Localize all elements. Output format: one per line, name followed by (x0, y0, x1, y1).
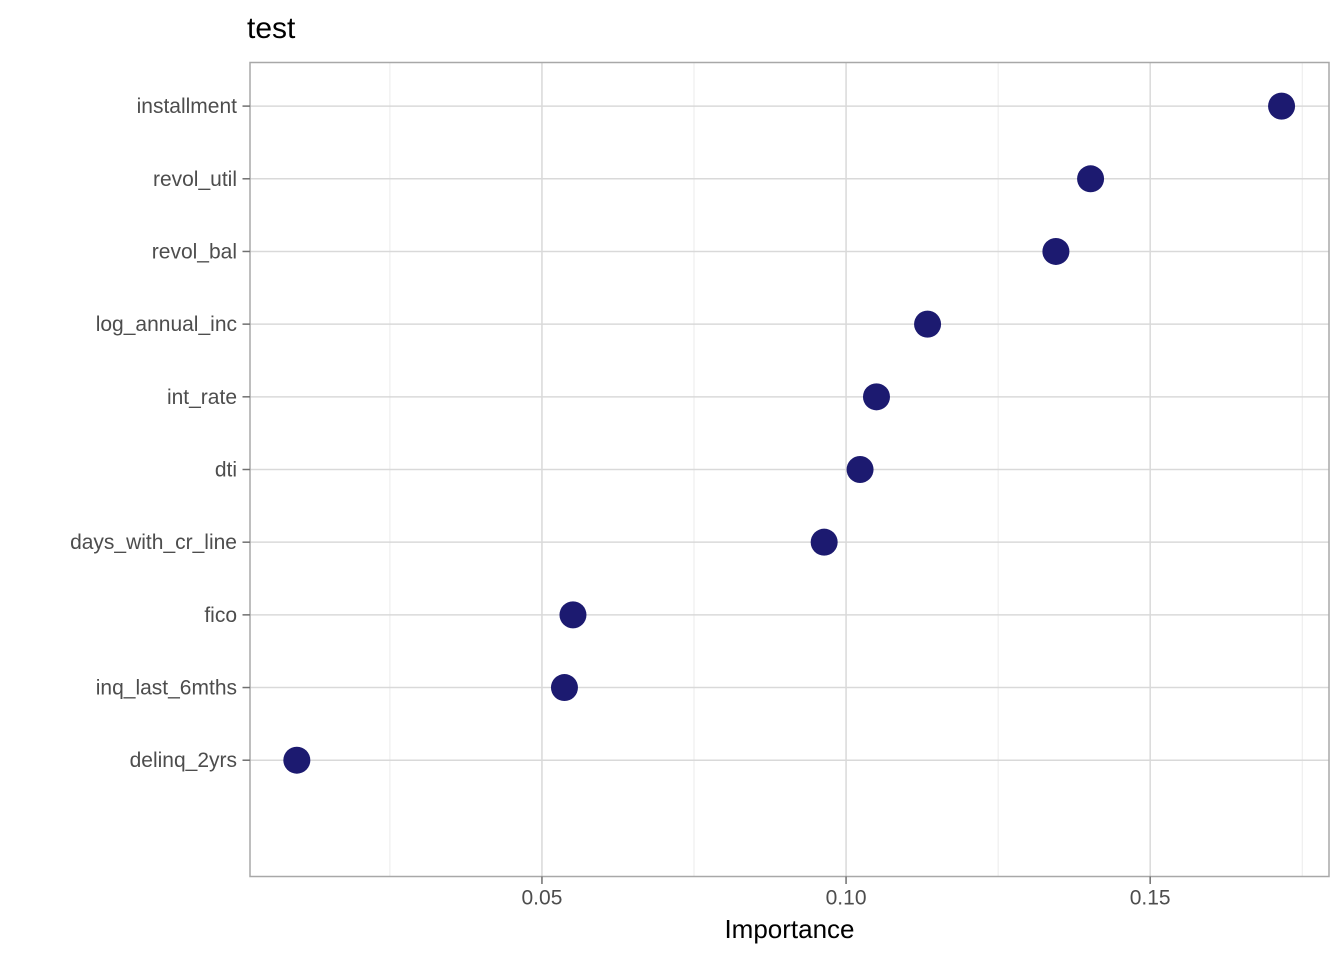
category-label-days_with_cr_line: days_with_cr_line (70, 531, 237, 554)
data-point-days_with_cr_line (810, 528, 838, 556)
category-label-fico: fico (204, 604, 237, 627)
category-label-dti: dti (215, 459, 237, 482)
data-point-dti (846, 456, 874, 483)
data-point-fico (559, 601, 587, 629)
category-label-delinq_2yrs: delinq_2yrs (130, 749, 237, 772)
category-label-revol_util: revol_util (153, 168, 237, 191)
data-point-log_annual_inc (914, 310, 942, 338)
data-point-int_rate (862, 383, 890, 411)
data-point-inq_last_6mths (550, 674, 578, 702)
category-label-installment: installment (137, 95, 238, 118)
data-point-revol_bal (1042, 237, 1070, 265)
x-tick-label: 0.15 (1130, 887, 1171, 910)
plot-title: test (247, 12, 296, 45)
x-tick-label: 0.05 (522, 887, 563, 910)
x-axis-title: Importance (724, 914, 855, 944)
category-label-inq_last_6mths: inq_last_6mths (96, 677, 237, 700)
category-label-revol_bal: revol_bal (152, 240, 237, 263)
x-tick-label: 0.10 (826, 887, 867, 910)
category-label-int_rate: int_rate (167, 386, 237, 409)
data-point-installment (1268, 92, 1296, 120)
data-point-revol_util (1077, 165, 1105, 193)
category-label-log_annual_inc: log_annual_inc (96, 313, 237, 336)
data-point-delinq_2yrs (283, 746, 311, 774)
